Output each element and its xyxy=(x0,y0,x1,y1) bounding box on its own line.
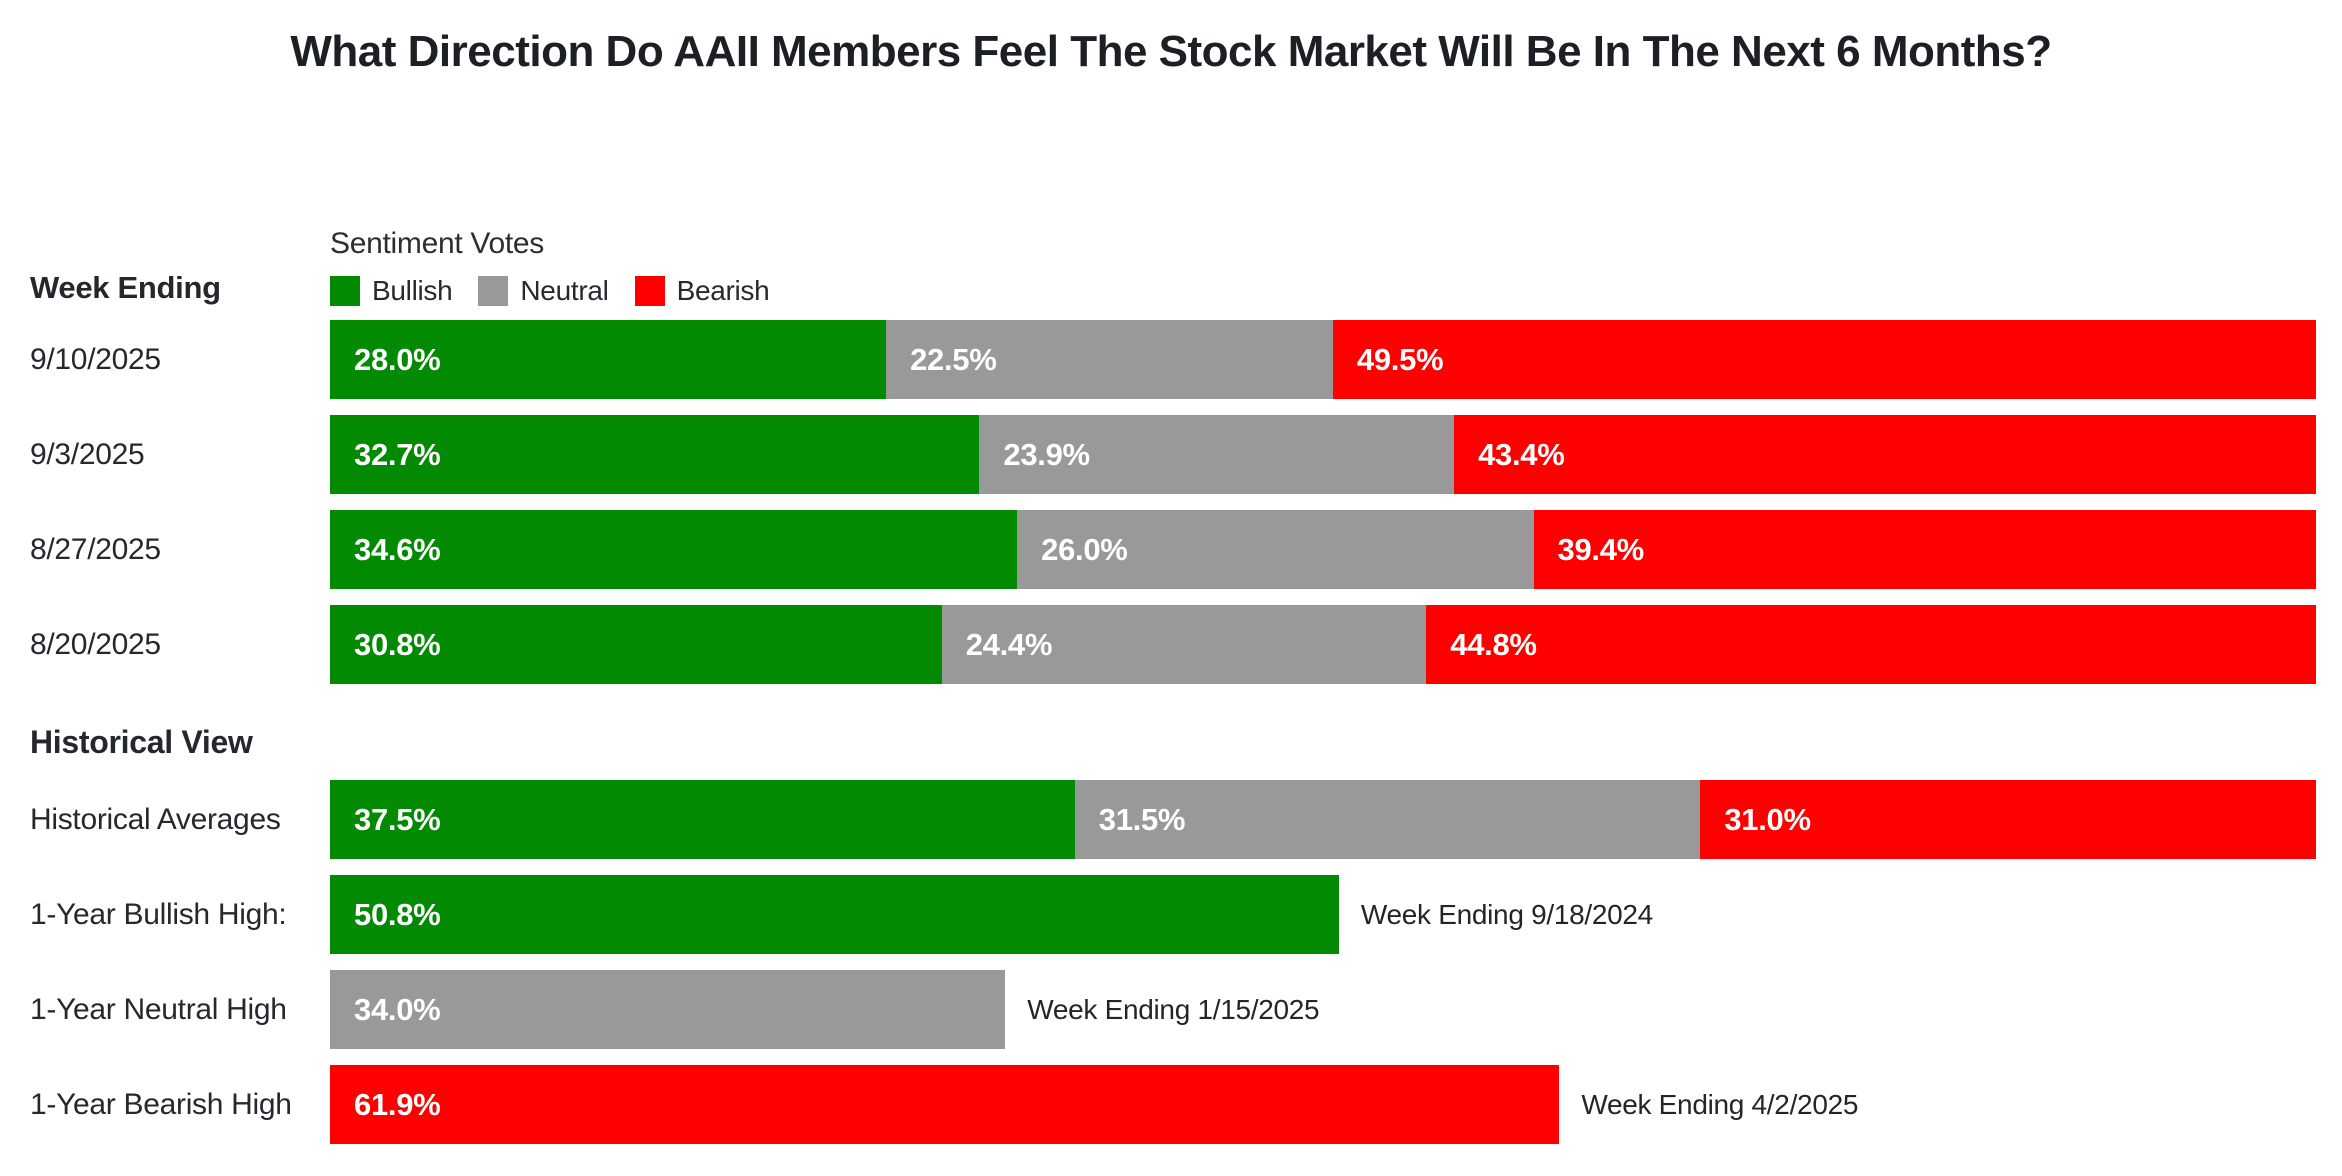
row-label: 8/27/2025 xyxy=(30,532,161,566)
row-bars: 34.6% 26.0% 39.4% xyxy=(330,510,2316,589)
legend-swatch-bearish xyxy=(634,276,665,306)
bar-row: 9/3/2025 32.7% 23.9% 43.4% xyxy=(0,415,2342,494)
bar-segment-bullish: 30.8% xyxy=(330,605,942,684)
bar-value-label: 34.0% xyxy=(354,991,441,1027)
bar-segment-bullish: 28.0% xyxy=(330,320,887,399)
bar-value-label: 49.5% xyxy=(1356,341,1444,377)
legend-area: Sentiment Votes Bullish Neutral Bearish xyxy=(330,226,2316,306)
bar-value-label: 32.7% xyxy=(354,436,441,472)
bar-segment-neutral: 24.4% xyxy=(941,605,1427,684)
bar-row: 9/10/2025 28.0% 22.5% 49.5% xyxy=(0,320,2342,399)
bar-segment-bearish: 39.4% xyxy=(1533,510,2316,589)
row-bars: 34.0% Week Ending 1/15/2025 xyxy=(330,970,2316,1049)
bar-value-label: 22.5% xyxy=(910,341,997,377)
bar-annotation: Week Ending 1/15/2025 xyxy=(1027,993,1320,1025)
legend-label: Neutral xyxy=(520,275,609,306)
historical-view-heading: Historical View xyxy=(30,724,253,760)
row-bars: 37.5% 31.5% 31.0% xyxy=(330,780,2316,859)
historical-rows-section: Historical Averages 37.5% 31.5% 31.0% 1-Year… xyxy=(0,780,2342,1144)
row-label: Historical Averages xyxy=(30,802,281,836)
bar-value-label: 39.4% xyxy=(1557,531,1645,567)
week-ending-header: Week Ending xyxy=(30,270,221,305)
bar-row: 8/27/2025 34.6% 26.0% 39.4% xyxy=(0,510,2342,589)
bar-row: Historical Averages 37.5% 31.5% 31.0% xyxy=(0,780,2342,859)
bar-segment-neutral: 26.0% xyxy=(1017,510,1534,589)
bar-value-label: 44.8% xyxy=(1450,626,1537,662)
chart-title: What Direction Do AAII Members Feel The … xyxy=(290,27,2052,76)
legend-label: Bearish xyxy=(676,275,770,306)
bar-row: 1-Year Bullish High: 50.8% Week Ending 9/1… xyxy=(0,875,2342,954)
bar-value-label: 61.9% xyxy=(354,1086,441,1122)
bar-value-label: 34.6% xyxy=(354,531,441,567)
bar-row: 1-Year Bearish High 61.9% Week Ending 4/2/… xyxy=(0,1065,2342,1144)
bar-segment-neutral: 34.0% xyxy=(330,970,1006,1049)
row-label: 1-Year Neutral High xyxy=(30,992,287,1026)
bar-value-label: 31.0% xyxy=(1724,801,1811,837)
bar-value-label: 31.5% xyxy=(1098,801,1186,837)
bar-segment-bullish: 50.8% xyxy=(330,875,1339,954)
row-label: 9/10/2025 xyxy=(30,342,161,376)
bar-segment-bearish: 61.9% xyxy=(330,1065,1560,1144)
row-bars: 28.0% 22.5% 49.5% xyxy=(330,320,2316,399)
bar-value-label: 43.4% xyxy=(1478,436,1565,472)
bar-segment-bearish: 43.4% xyxy=(1454,415,2316,494)
bar-segment-neutral: 23.9% xyxy=(979,415,1455,494)
row-label: 1-Year Bearish High xyxy=(30,1087,292,1121)
row-bars: 61.9% Week Ending 4/2/2025 xyxy=(330,1065,2316,1144)
legend-swatch-bullish xyxy=(330,276,360,306)
week-ending-wrap: Week Ending xyxy=(30,226,330,312)
bar-segment-bullish: 34.6% xyxy=(330,510,1018,589)
row-label: 9/3/2025 xyxy=(30,437,145,471)
bar-value-label: 28.0% xyxy=(354,341,441,377)
bar-segment-bearish: 49.5% xyxy=(1332,320,2316,399)
weekly-rows-section: 9/10/2025 28.0% 22.5% 49.5% 9/3/2025 32.7% 23.… xyxy=(0,320,2342,684)
legend-item-bearish: Bearish xyxy=(634,275,770,307)
bar-value-label: 26.0% xyxy=(1041,531,1128,567)
bar-value-label: 37.5% xyxy=(354,801,441,837)
row-label: 8/20/2025 xyxy=(30,627,161,661)
bar-annotation: Week Ending 9/18/2024 xyxy=(1360,898,1653,930)
bar-row: 8/20/2025 30.8% 24.4% 44.8% xyxy=(0,605,2342,684)
legend-label: Bullish xyxy=(372,275,453,306)
legend-title: Sentiment Votes xyxy=(330,227,544,260)
row-bars: 30.8% 24.4% 44.8% xyxy=(330,605,2316,684)
bar-value-label: 30.8% xyxy=(354,626,441,662)
bar-value-label: 24.4% xyxy=(965,626,1053,662)
chart-header: Week Ending Sentiment Votes Bullish Neutr… xyxy=(0,226,2342,306)
row-label: 1-Year Bullish High: xyxy=(30,897,287,931)
legend-swatch-neutral xyxy=(478,276,509,306)
bar-segment-bullish: 37.5% xyxy=(330,780,1075,859)
bar-segment-bearish: 31.0% xyxy=(1700,780,2316,859)
week-ending-header-cell: Week Ending xyxy=(0,226,330,306)
row-bars: 50.8% Week Ending 9/18/2024 xyxy=(330,875,2316,954)
bar-annotation: Week Ending 4/2/2025 xyxy=(1581,1088,1859,1120)
row-bars: 32.7% 23.9% 43.4% xyxy=(330,415,2316,494)
bar-row: 1-Year Neutral High 34.0% Week Ending 1/15… xyxy=(0,970,2342,1049)
bar-segment-bullish: 32.7% xyxy=(330,415,980,494)
bar-segment-neutral: 31.5% xyxy=(1074,780,1701,859)
legend-item-bullish: Bullish xyxy=(330,275,453,307)
bar-value-label: 23.9% xyxy=(1003,436,1090,472)
legend: Bullish Neutral Bearish xyxy=(330,275,2316,307)
bar-segment-bearish: 44.8% xyxy=(1426,605,2316,684)
legend-item-neutral: Neutral xyxy=(478,275,609,307)
bar-segment-neutral: 22.5% xyxy=(886,320,1333,399)
bar-value-label: 50.8% xyxy=(354,896,441,932)
